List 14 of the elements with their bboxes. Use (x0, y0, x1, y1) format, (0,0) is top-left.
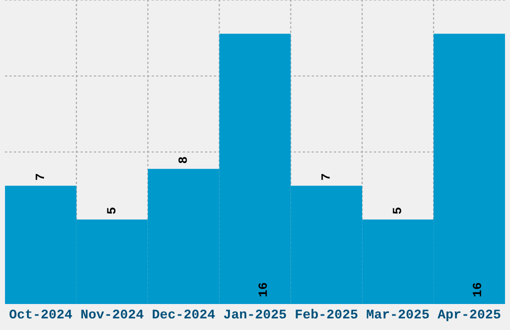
x-tick-label: Oct-2024 (10, 310, 72, 319)
data-label: 5 (107, 208, 116, 214)
x-tick-label: Apr-2025 (438, 310, 500, 322)
data-label: 5 (392, 208, 402, 214)
x-tick-label: Nov-2024 (81, 310, 144, 319)
x-tick-label: Dec-2024 (152, 310, 215, 319)
data-label: 16 (472, 282, 482, 296)
x-tick-label: Jan-2025 (224, 310, 286, 319)
x-tick-label: Mar-2025 (366, 310, 429, 319)
data-label: 16 (258, 282, 267, 296)
x-tick-label: Feb-2025 (296, 308, 358, 319)
data-label: 7 (36, 174, 44, 180)
data-label: 7 (321, 174, 330, 180)
data-label: 8 (178, 156, 187, 164)
